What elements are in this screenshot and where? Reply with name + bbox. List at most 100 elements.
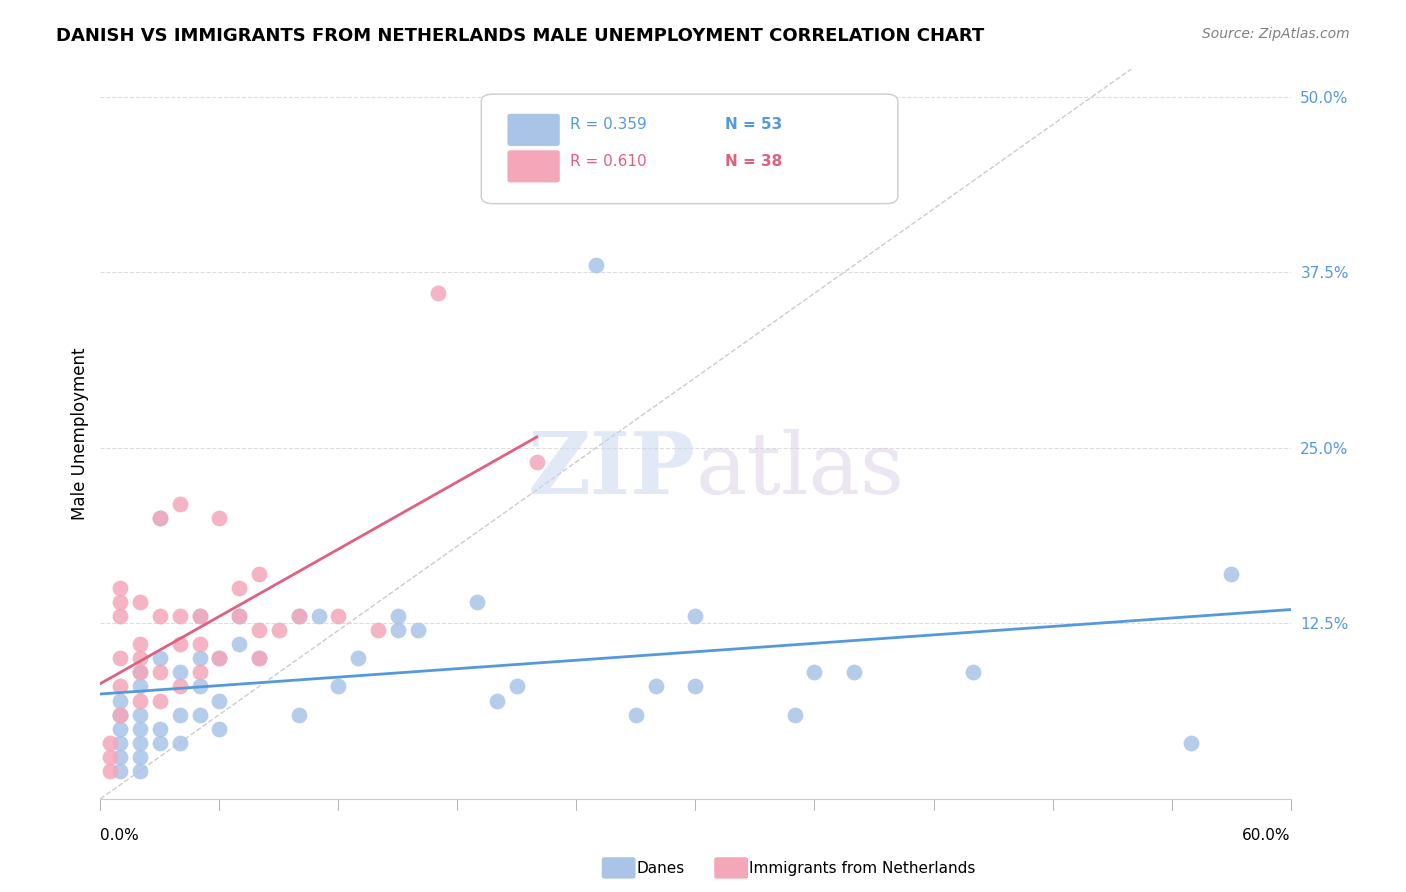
Point [208, 722, 231, 736]
Point [247, 567, 270, 582]
Point [208, 693, 231, 707]
Point [585, 258, 607, 272]
Point [169, 665, 191, 680]
Point [387, 624, 409, 638]
Point [1220, 567, 1243, 582]
Text: ZIP: ZIP [527, 428, 696, 512]
Point [247, 651, 270, 665]
Point [228, 581, 250, 595]
Point [685, 609, 707, 624]
Point [108, 749, 131, 764]
Point [98, 736, 121, 750]
Point [228, 609, 250, 624]
Point [149, 511, 172, 525]
Point [188, 707, 211, 722]
Text: Danes: Danes [637, 862, 685, 876]
Point [129, 693, 152, 707]
Point [98, 764, 121, 778]
Point [267, 624, 290, 638]
Point [188, 609, 211, 624]
FancyBboxPatch shape [508, 151, 560, 183]
Point [188, 680, 211, 694]
Text: R = 0.610: R = 0.610 [571, 153, 647, 169]
Point [169, 707, 191, 722]
Point [406, 624, 429, 638]
Text: Source: ZipAtlas.com: Source: ZipAtlas.com [1202, 27, 1350, 41]
Text: DANISH VS IMMIGRANTS FROM NETHERLANDS MALE UNEMPLOYMENT CORRELATION CHART: DANISH VS IMMIGRANTS FROM NETHERLANDS MA… [56, 27, 984, 45]
Point [228, 609, 250, 624]
Point [169, 497, 191, 511]
Text: R = 0.359: R = 0.359 [571, 117, 647, 132]
Point [108, 595, 131, 609]
Point [108, 651, 131, 665]
Point [129, 749, 152, 764]
Point [149, 722, 172, 736]
Point [129, 665, 152, 680]
Y-axis label: Male Unemployment: Male Unemployment [72, 347, 89, 520]
Point [98, 749, 121, 764]
Point [149, 609, 172, 624]
Point [149, 511, 172, 525]
FancyBboxPatch shape [481, 94, 898, 203]
Point [465, 595, 488, 609]
Point [108, 609, 131, 624]
Point [287, 609, 309, 624]
Point [308, 609, 330, 624]
Point [328, 680, 350, 694]
Point [108, 680, 131, 694]
Point [387, 609, 409, 624]
Point [208, 511, 231, 525]
Point [208, 651, 231, 665]
Point [287, 609, 309, 624]
Point [188, 665, 211, 680]
Point [129, 665, 152, 680]
Point [149, 693, 172, 707]
Point [803, 665, 825, 680]
Text: atlas: atlas [696, 429, 904, 512]
Text: 0.0%: 0.0% [100, 828, 139, 843]
Point [228, 637, 250, 651]
Point [188, 609, 211, 624]
Text: Immigrants from Netherlands: Immigrants from Netherlands [749, 862, 976, 876]
Point [685, 680, 707, 694]
Point [169, 680, 191, 694]
Point [169, 637, 191, 651]
Point [129, 637, 152, 651]
Point [208, 651, 231, 665]
Point [247, 651, 270, 665]
Point [783, 707, 806, 722]
Point [149, 651, 172, 665]
Point [287, 707, 309, 722]
Point [108, 693, 131, 707]
Point [844, 665, 866, 680]
Point [108, 722, 131, 736]
Point [486, 693, 509, 707]
Point [426, 286, 449, 301]
Point [108, 707, 131, 722]
Point [129, 722, 152, 736]
Point [644, 680, 666, 694]
Text: 60.0%: 60.0% [1241, 828, 1291, 843]
Point [129, 680, 152, 694]
Point [129, 736, 152, 750]
Point [188, 651, 211, 665]
Point [1180, 736, 1202, 750]
Point [149, 736, 172, 750]
Point [108, 581, 131, 595]
Point [347, 651, 370, 665]
Point [188, 637, 211, 651]
FancyBboxPatch shape [508, 114, 560, 146]
Point [108, 764, 131, 778]
Point [108, 707, 131, 722]
Point [108, 736, 131, 750]
Point [624, 707, 647, 722]
Point [149, 665, 172, 680]
Point [129, 707, 152, 722]
Point [247, 624, 270, 638]
Text: N = 53: N = 53 [725, 117, 783, 132]
Point [367, 624, 389, 638]
Point [526, 455, 548, 469]
Point [129, 595, 152, 609]
Point [962, 665, 984, 680]
Point [328, 609, 350, 624]
